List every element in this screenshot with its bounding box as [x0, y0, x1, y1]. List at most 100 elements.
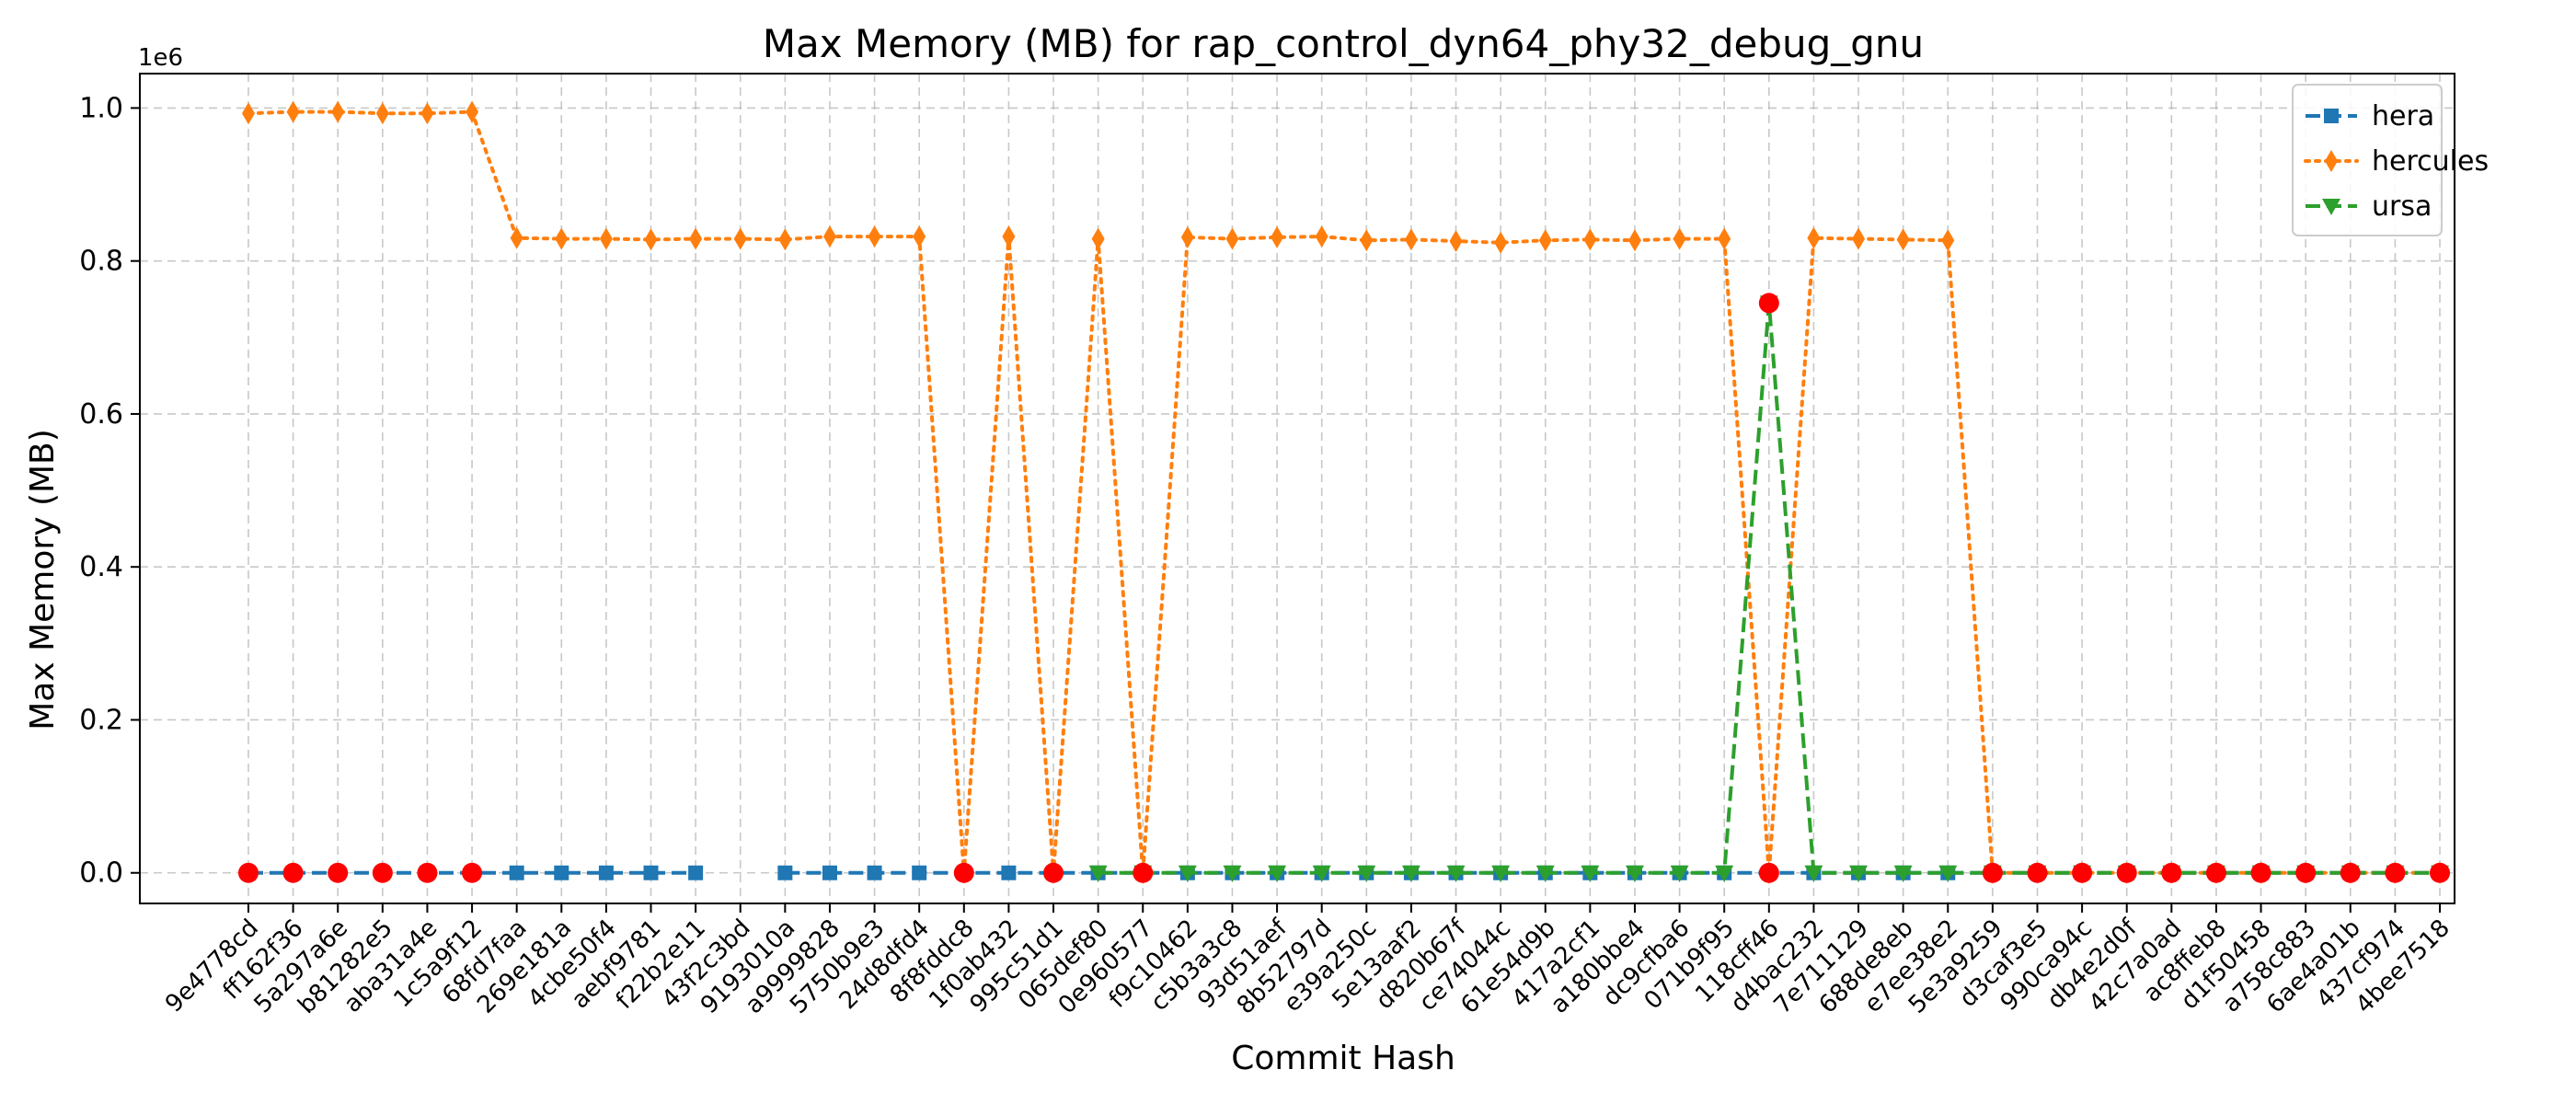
y-tick-label: 1.0 [79, 92, 123, 124]
highlight-point [1758, 862, 1779, 883]
point-marker [913, 225, 926, 248]
point-marker [509, 865, 524, 880]
highlight-point [953, 862, 974, 883]
highlight-point [282, 862, 304, 883]
point-marker [375, 102, 389, 125]
point-marker [1804, 865, 1823, 882]
point-marker [1670, 865, 1689, 882]
point-marker [598, 865, 614, 880]
point-marker [554, 865, 569, 880]
point-marker [2324, 109, 2339, 123]
point-marker [466, 100, 479, 123]
point-marker [1581, 865, 1600, 882]
y-tick-label: 0.6 [79, 398, 123, 431]
point-marker [1225, 227, 1239, 250]
grid [140, 74, 2455, 903]
legend-label: hercules [2372, 145, 2489, 178]
point-marker [1538, 229, 1552, 252]
point-marker [1627, 229, 1641, 252]
highlight-point [238, 862, 259, 883]
point-marker [1446, 865, 1466, 882]
highlight-point [2250, 862, 2271, 883]
y-axis-label: Max Memory (MB) [24, 429, 62, 730]
x-axis-label: Commit Hash [1231, 1040, 1455, 1077]
point-marker [1271, 225, 1284, 248]
highlight-point [372, 862, 393, 883]
point-marker [510, 226, 523, 249]
point-marker [822, 865, 837, 880]
point-marker [1896, 228, 1910, 251]
point-marker [420, 102, 434, 125]
highlight-point [2430, 862, 2450, 883]
point-marker [1401, 865, 1420, 882]
legend-label: ursa [2372, 190, 2432, 223]
y-axis-offset-text: 1e6 [138, 44, 183, 72]
series-line [247, 109, 2442, 875]
point-marker [1807, 226, 1821, 249]
point-marker [1852, 227, 1866, 250]
point-marker [242, 102, 255, 125]
point-marker [1223, 865, 1242, 882]
point-marker [912, 865, 927, 880]
highlight-point [2385, 862, 2406, 883]
series-hercules [242, 100, 2446, 884]
point-marker [1404, 228, 1418, 251]
y-axis: 0.0 0.2 0.4 0.6 0.8 1.0 [79, 92, 140, 890]
highlight-point [328, 862, 349, 883]
point-marker [1535, 865, 1555, 882]
chart-title: Max Memory (MB) for rap_control_dyn64_ph… [763, 21, 1924, 66]
point-marker [644, 228, 658, 251]
legend: hera hercules ursa [2292, 84, 2489, 236]
y-tick-label: 0.0 [79, 857, 123, 890]
point-marker [1001, 865, 1017, 880]
highlight-point [2072, 862, 2093, 883]
point-marker [1449, 230, 1463, 253]
point-marker [1357, 865, 1376, 882]
point-marker [822, 225, 836, 248]
point-marker [2325, 150, 2338, 172]
point-marker [1893, 865, 1913, 882]
point-marker [1491, 865, 1511, 882]
highlight-point [1043, 862, 1064, 883]
point-marker [689, 227, 703, 250]
point-marker [599, 227, 613, 250]
legend-item-ursa: ursa [2306, 190, 2432, 223]
plot-frame [139, 73, 2455, 904]
highlight-points [238, 293, 2450, 883]
point-marker [286, 100, 300, 123]
point-marker [1180, 225, 1194, 248]
point-marker [643, 865, 659, 880]
y-tick-label: 0.4 [79, 551, 123, 583]
point-marker [2322, 199, 2340, 215]
point-marker [733, 227, 747, 250]
point-marker [1091, 227, 1105, 250]
point-marker [1002, 225, 1016, 248]
point-marker [1315, 225, 1328, 248]
legend-item-hera: hera [2306, 100, 2434, 132]
point-marker [1494, 231, 1508, 254]
point-marker [688, 865, 704, 880]
highlight-point [1758, 293, 1779, 314]
point-marker [1715, 865, 1734, 882]
highlight-point [2161, 862, 2182, 883]
highlight-point [2027, 862, 2048, 883]
point-marker [1938, 865, 1958, 882]
highlight-point [2116, 862, 2137, 883]
point-marker [1268, 865, 1287, 882]
point-marker [867, 865, 882, 880]
point-marker [1673, 227, 1686, 250]
point-marker [331, 100, 345, 123]
highlight-point [1133, 862, 1154, 883]
point-marker [555, 227, 569, 250]
highlight-point [2205, 862, 2226, 883]
point-marker [1941, 229, 1955, 252]
y-tick-label: 0.8 [79, 246, 123, 278]
point-marker [778, 228, 792, 251]
point-marker [777, 865, 793, 880]
highlight-point [2295, 862, 2317, 883]
point-marker [1178, 865, 1197, 882]
highlight-point [462, 862, 483, 883]
point-marker [1718, 227, 1731, 250]
